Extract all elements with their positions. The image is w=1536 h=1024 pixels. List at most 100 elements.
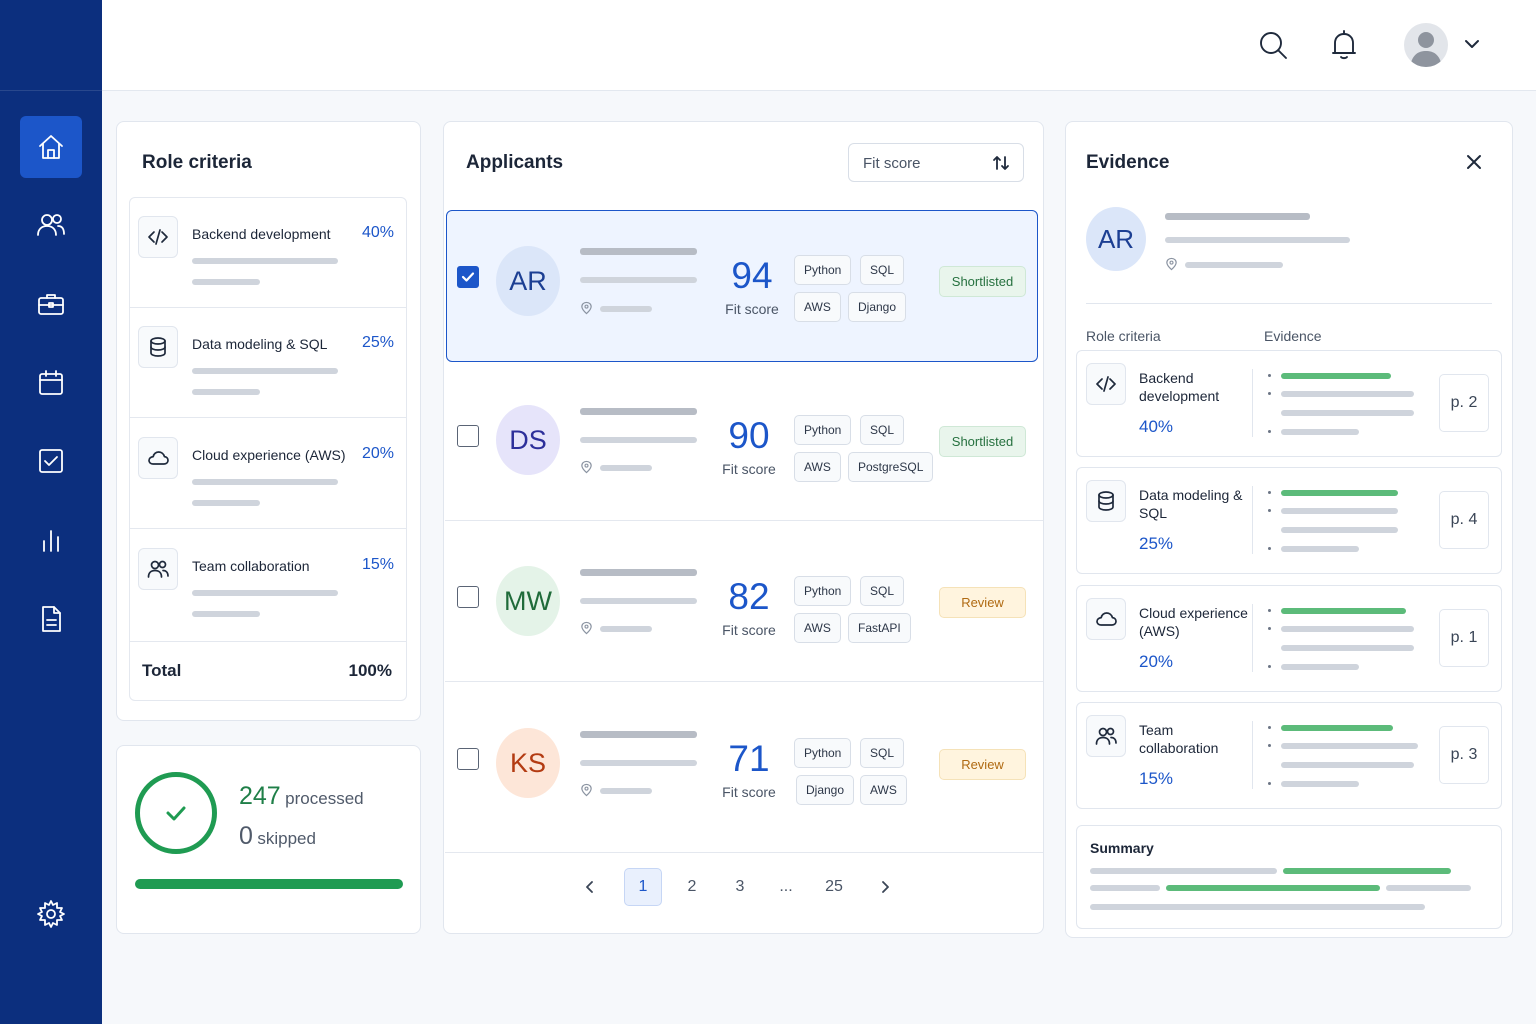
home-icon: [39, 135, 63, 159]
applicant-row[interactable]: MW 82 Fit score Python SQL AWS FastAPI R…: [445, 521, 1043, 682]
bar-chart-icon: [43, 530, 59, 552]
criteria-weight: 40%: [361, 224, 394, 241]
processed-label: processed: [285, 789, 364, 808]
summary-highlight: [1166, 885, 1380, 891]
evidence-placeholder: [1281, 527, 1398, 533]
evidence-card[interactable]: Data modeling & SQL 25% p. 4: [1076, 467, 1502, 574]
page-25-button[interactable]: 25: [825, 878, 843, 895]
sidebar-item-calendar[interactable]: [20, 352, 82, 414]
name-placeholder: [580, 731, 697, 738]
location-pin-icon: [581, 621, 592, 635]
checkbox-icon: [39, 449, 63, 473]
prev-page-button[interactable]: [571, 868, 609, 906]
sidebar-item-settings[interactable]: [20, 883, 82, 945]
fit-score: 94: [731, 255, 773, 296]
criteria-item[interactable]: Team collaboration 15%: [130, 530, 406, 642]
criteria-label: Cloud experience (AWS): [192, 447, 346, 463]
page-ellipsis: ...: [779, 878, 793, 895]
evidence-card[interactable]: Team collaboration 15% p. 3: [1076, 702, 1502, 809]
team-icon-box: [138, 548, 178, 590]
next-page-button[interactable]: [866, 868, 904, 906]
sidebar-item-users[interactable]: [20, 194, 82, 256]
cloud-icon: [1096, 612, 1117, 626]
account-menu-toggle[interactable]: [1462, 34, 1482, 54]
sort-arrows-icon: [993, 156, 1009, 170]
evidence-card[interactable]: Cloud experience (AWS) 20% p. 1: [1076, 585, 1502, 692]
applicant-checkbox[interactable]: [457, 748, 479, 770]
bullet: [1268, 627, 1271, 630]
database-icon: [150, 337, 166, 357]
criteria-weight: 15%: [361, 556, 394, 573]
close-button[interactable]: [1464, 152, 1484, 172]
skill-tag: Python: [794, 738, 852, 768]
criteria-label: Team collaboration: [192, 558, 310, 574]
page-1-button[interactable]: 1: [624, 868, 662, 906]
total-label: Total: [142, 661, 182, 680]
criteria-item[interactable]: Cloud experience (AWS) 20%: [130, 419, 406, 529]
location-pin-icon: [1166, 257, 1177, 271]
criteria-item[interactable]: Backend development 40%: [130, 198, 406, 308]
code-icon-box: [138, 216, 178, 258]
name-placeholder: [580, 408, 697, 415]
search-button[interactable]: [1256, 28, 1290, 62]
processed-count: 247: [239, 782, 281, 810]
applicant-checkbox[interactable]: [457, 586, 479, 608]
summary-card: Summary: [1076, 825, 1502, 929]
sort-dropdown[interactable]: Fit score: [848, 143, 1024, 182]
page-2-button[interactable]: 2: [687, 878, 697, 895]
criteria-label: Team collaboration: [1139, 722, 1219, 756]
applicant-avatar: AR: [496, 246, 560, 316]
page-3-button[interactable]: 3: [735, 878, 745, 895]
chevron-right-icon: [882, 881, 889, 893]
placeholder-bar: [192, 611, 260, 617]
placeholder-bar: [192, 279, 260, 285]
evidence-placeholder: [1281, 391, 1414, 397]
location-placeholder: [600, 788, 652, 794]
name-placeholder: [580, 248, 697, 255]
evidence-placeholder: [1281, 626, 1414, 632]
cloud-icon: [148, 451, 169, 465]
title-placeholder: [580, 760, 697, 766]
summary-placeholder: [1090, 904, 1425, 910]
sidebar-item-analytics[interactable]: [20, 509, 82, 571]
sidebar-item-documents[interactable]: [20, 588, 82, 650]
avatar[interactable]: [1404, 23, 1448, 67]
processed-stat: 247 processed: [239, 782, 364, 811]
sidebar-item-jobs[interactable]: [20, 273, 82, 335]
divider: [1086, 303, 1492, 304]
criteria-item[interactable]: Data modeling & SQL 25%: [130, 308, 406, 418]
applicant-row[interactable]: KS 71 Fit score Python SQL Django AWS Re…: [445, 683, 1043, 853]
page-reference[interactable]: p. 1: [1439, 609, 1489, 667]
evidence-card[interactable]: Backend development 40% p. 2: [1076, 350, 1502, 457]
status-badge: Shortlisted: [939, 266, 1026, 297]
search-icon: [1260, 32, 1287, 59]
bullet: [1268, 782, 1271, 785]
page-reference[interactable]: p. 4: [1439, 491, 1489, 549]
fit-score-label: Fit score: [722, 622, 776, 638]
summary-title: Summary: [1090, 840, 1154, 856]
criteria-weight: 25%: [361, 334, 394, 351]
sidebar-item-home[interactable]: [20, 116, 82, 178]
page-reference[interactable]: p. 2: [1439, 374, 1489, 432]
evidence-title: Evidence: [1086, 152, 1170, 173]
user-avatar-icon: [1410, 32, 1442, 67]
bullet: [1268, 430, 1271, 433]
skipped-stat: 0 skipped: [239, 822, 316, 851]
chevron-left-icon: [586, 881, 593, 893]
sidebar-item-tasks[interactable]: [20, 430, 82, 492]
notifications-button[interactable]: [1327, 28, 1361, 62]
applicant-checkbox[interactable]: [457, 425, 479, 447]
status-badge: Review: [939, 749, 1026, 780]
name-placeholder: [580, 569, 697, 576]
page-reference[interactable]: p. 3: [1439, 726, 1489, 784]
summary-highlight: [1283, 868, 1451, 874]
applicant-row[interactable]: AR 94 Fit score Python SQL AWS Django Sh…: [446, 210, 1038, 362]
applicant-row[interactable]: DS 90 Fit score Python SQL AWS PostgreSQ…: [445, 360, 1043, 521]
column-header-criteria: Role criteria: [1086, 328, 1161, 344]
applicant-checkbox[interactable]: [457, 266, 479, 288]
placeholder-bar: [192, 500, 260, 506]
cloud-icon-box: [1086, 598, 1126, 640]
evidence-placeholder: [1281, 645, 1414, 651]
criteria-label: Cloud experience (AWS): [1139, 605, 1248, 639]
team-icon: [1095, 727, 1117, 745]
